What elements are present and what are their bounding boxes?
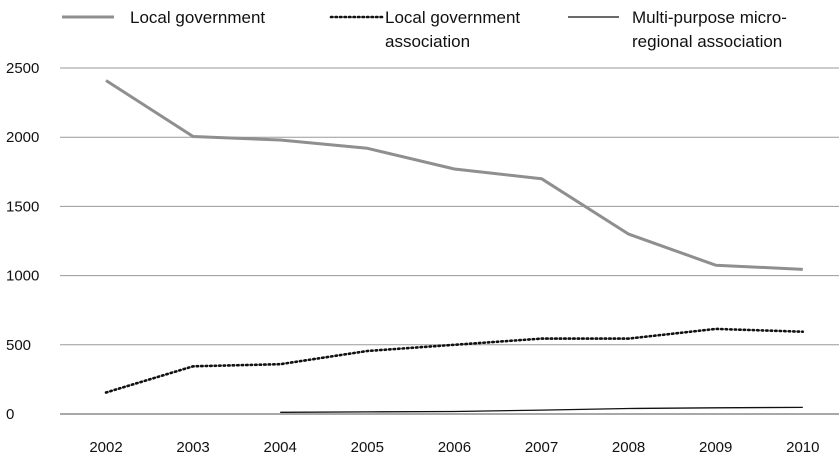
x-tick-label: 2005: [351, 439, 384, 456]
x-tick-label: 2006: [438, 439, 471, 456]
legend-item-3: Multi-purpose micro-regional association: [568, 8, 787, 51]
series-line-2: [104, 327, 805, 394]
legend-item-2: Local government association: [329, 8, 520, 51]
series-line-3: [280, 406, 803, 413]
series-lines: [104, 79, 805, 413]
x-tick-label: 2008: [612, 439, 645, 456]
x-tick-label: 2004: [264, 439, 297, 456]
gridlines: [60, 67, 839, 415]
x-axis-ticks: 2002 2003 2004 2005 2006 2007 2008 2009 2010: [89, 439, 819, 456]
y-tick-label: 2000: [6, 129, 39, 146]
x-tick-label: 2002: [89, 439, 122, 456]
x-tick-label: 2010: [786, 439, 819, 456]
legend-label: Multi-purpose micro-regional association: [632, 8, 787, 51]
x-tick-label: 2003: [176, 439, 209, 456]
y-tick-label: 1500: [6, 198, 39, 215]
y-tick-label: 500: [6, 337, 31, 354]
legend-item-1: Local government: [62, 8, 265, 27]
y-tick-label: 1000: [6, 268, 39, 285]
x-tick-label: 2009: [699, 439, 732, 456]
y-axis-ticks: 0 500 1000 1500 2000 2500: [6, 60, 39, 423]
y-tick-label: 2500: [6, 60, 39, 77]
legend: Local government Local government associat…: [62, 8, 787, 51]
legend-label: Local government association: [385, 8, 520, 51]
x-tick-label: 2007: [525, 439, 558, 456]
y-tick-label: 0: [6, 406, 14, 423]
series-line-1: [105, 79, 803, 271]
legend-label: Local government: [130, 8, 265, 27]
